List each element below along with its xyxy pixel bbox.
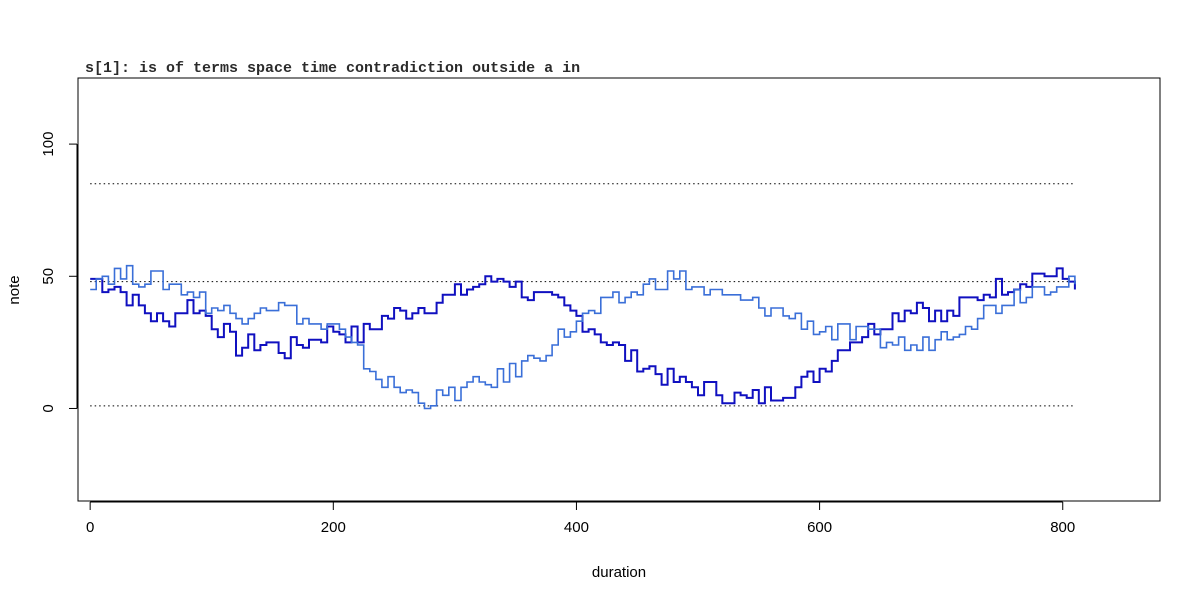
reference-lines bbox=[90, 183, 1075, 407]
x-tick-label-2: 400 bbox=[564, 519, 589, 536]
y-axis: 0 50 100 bbox=[40, 132, 78, 413]
plot-title-group: s[1]: is of terms space time contradicti… bbox=[85, 60, 580, 77]
series-layer bbox=[90, 264, 1076, 410]
y-tick-label-1: 50 bbox=[40, 268, 57, 285]
series-0 bbox=[90, 267, 1076, 405]
y-tick-label-0: 0 bbox=[40, 404, 57, 412]
x-axis: 0 200 400 600 800 bbox=[86, 501, 1075, 536]
series-1 bbox=[90, 264, 1076, 410]
x-tick-label-0: 0 bbox=[86, 519, 94, 536]
x-axis-title: duration bbox=[592, 564, 646, 581]
y-axis-title: note bbox=[6, 275, 23, 304]
series-line-0 bbox=[90, 267, 1076, 405]
plot-frame bbox=[77, 77, 1161, 502]
x-tick-label-3: 600 bbox=[807, 519, 832, 536]
x-tick-label-1: 200 bbox=[321, 519, 346, 536]
y-tick-label-2: 100 bbox=[40, 132, 57, 157]
chart-title: s[1]: is of terms space time contradicti… bbox=[85, 60, 580, 77]
x-tick-label-4: 800 bbox=[1050, 519, 1075, 536]
series-line-1 bbox=[90, 264, 1076, 410]
